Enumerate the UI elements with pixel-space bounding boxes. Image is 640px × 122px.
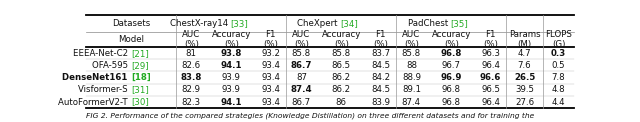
Text: 84.5: 84.5 bbox=[371, 61, 390, 70]
Text: 39.5: 39.5 bbox=[515, 85, 534, 94]
Text: 81: 81 bbox=[186, 49, 197, 58]
Text: 26.5: 26.5 bbox=[514, 73, 535, 82]
Text: [30]: [30] bbox=[131, 97, 148, 107]
Text: 82.9: 82.9 bbox=[182, 85, 201, 94]
Text: 82.6: 82.6 bbox=[182, 61, 201, 70]
Text: 82.3: 82.3 bbox=[182, 97, 201, 107]
Text: F1
(%): F1 (%) bbox=[373, 30, 388, 49]
Text: 88.9: 88.9 bbox=[402, 73, 421, 82]
Text: 86.2: 86.2 bbox=[332, 73, 351, 82]
Text: 96.7: 96.7 bbox=[442, 61, 461, 70]
Text: 7.6: 7.6 bbox=[518, 61, 531, 70]
Text: FLOPS
(G): FLOPS (G) bbox=[545, 30, 572, 49]
Text: 83.8: 83.8 bbox=[180, 73, 202, 82]
Text: 85.8: 85.8 bbox=[402, 49, 421, 58]
Text: [34]: [34] bbox=[340, 19, 358, 28]
Text: 87.4: 87.4 bbox=[402, 97, 421, 107]
Text: 86.5: 86.5 bbox=[332, 61, 351, 70]
Text: 93.2: 93.2 bbox=[261, 49, 280, 58]
Text: [29]: [29] bbox=[131, 61, 148, 70]
Text: 96.8: 96.8 bbox=[442, 97, 461, 107]
Text: 27.6: 27.6 bbox=[515, 97, 534, 107]
Text: Visformer-S: Visformer-S bbox=[79, 85, 131, 94]
Text: Accuracy
(%): Accuracy (%) bbox=[322, 30, 361, 49]
Text: 85.8: 85.8 bbox=[292, 49, 311, 58]
Text: 4.4: 4.4 bbox=[552, 97, 565, 107]
Text: F1
(%): F1 (%) bbox=[483, 30, 498, 49]
Text: 83.9: 83.9 bbox=[371, 97, 390, 107]
Text: Accuracy
(%): Accuracy (%) bbox=[212, 30, 251, 49]
Text: 0.3: 0.3 bbox=[551, 49, 566, 58]
Text: Params
(M): Params (M) bbox=[509, 30, 540, 49]
Text: FIG 2. Performance of the compared strategies (Knowledge Distillation) on three : FIG 2. Performance of the compared strat… bbox=[86, 113, 534, 119]
Text: 94.1: 94.1 bbox=[221, 97, 242, 107]
Text: 4.8: 4.8 bbox=[552, 85, 565, 94]
Text: AUC
(%): AUC (%) bbox=[292, 30, 310, 49]
Text: 93.4: 93.4 bbox=[261, 61, 280, 70]
Text: 86.7: 86.7 bbox=[292, 97, 311, 107]
Text: 96.8: 96.8 bbox=[442, 85, 461, 94]
Text: 96.5: 96.5 bbox=[481, 85, 500, 94]
Text: 93.4: 93.4 bbox=[261, 85, 280, 94]
Text: 89.1: 89.1 bbox=[402, 85, 421, 94]
Text: 86: 86 bbox=[336, 97, 347, 107]
Text: 88: 88 bbox=[406, 61, 417, 70]
Text: [35]: [35] bbox=[451, 19, 468, 28]
Text: [31]: [31] bbox=[131, 85, 148, 94]
Text: 85.8: 85.8 bbox=[332, 49, 351, 58]
Text: [21]: [21] bbox=[131, 49, 148, 58]
Text: 87.4: 87.4 bbox=[291, 85, 312, 94]
Text: 94.1: 94.1 bbox=[221, 61, 242, 70]
Text: 96.9: 96.9 bbox=[441, 73, 462, 82]
Text: AUC
(%): AUC (%) bbox=[403, 30, 420, 49]
Text: 96.8: 96.8 bbox=[441, 49, 462, 58]
Text: [33]: [33] bbox=[230, 19, 248, 28]
Text: Model: Model bbox=[118, 35, 144, 44]
Text: F1
(%): F1 (%) bbox=[263, 30, 278, 49]
Text: DenseNet161: DenseNet161 bbox=[63, 73, 131, 82]
Text: 87: 87 bbox=[296, 73, 307, 82]
Text: 96.4: 96.4 bbox=[481, 61, 500, 70]
Text: [18]: [18] bbox=[131, 73, 150, 82]
Text: 96.3: 96.3 bbox=[481, 49, 500, 58]
Text: Accuracy
(%): Accuracy (%) bbox=[432, 30, 471, 49]
Text: 93.4: 93.4 bbox=[261, 73, 280, 82]
Text: 4.7: 4.7 bbox=[518, 49, 531, 58]
Text: 86.7: 86.7 bbox=[291, 61, 312, 70]
Text: ChestX-ray14: ChestX-ray14 bbox=[170, 19, 230, 28]
Text: 84.2: 84.2 bbox=[371, 73, 390, 82]
Text: 84.5: 84.5 bbox=[371, 85, 390, 94]
Text: CheXpert: CheXpert bbox=[298, 19, 340, 28]
Text: 93.8: 93.8 bbox=[221, 49, 242, 58]
Text: 86.2: 86.2 bbox=[332, 85, 351, 94]
Text: OFA-595: OFA-595 bbox=[92, 61, 131, 70]
Text: 93.4: 93.4 bbox=[261, 97, 280, 107]
Text: AutoFormerV2-T: AutoFormerV2-T bbox=[58, 97, 131, 107]
Text: PadChest: PadChest bbox=[408, 19, 451, 28]
Text: EEEA-Net-C2: EEEA-Net-C2 bbox=[73, 49, 131, 58]
Text: 93.9: 93.9 bbox=[222, 85, 241, 94]
Text: 93.9: 93.9 bbox=[222, 73, 241, 82]
Text: 83.7: 83.7 bbox=[371, 49, 390, 58]
Text: 0.5: 0.5 bbox=[552, 61, 565, 70]
Text: Datasets: Datasets bbox=[111, 19, 150, 28]
Text: AUC
(%): AUC (%) bbox=[182, 30, 200, 49]
Text: 96.4: 96.4 bbox=[481, 97, 500, 107]
Text: 96.6: 96.6 bbox=[480, 73, 501, 82]
Text: 7.8: 7.8 bbox=[552, 73, 565, 82]
